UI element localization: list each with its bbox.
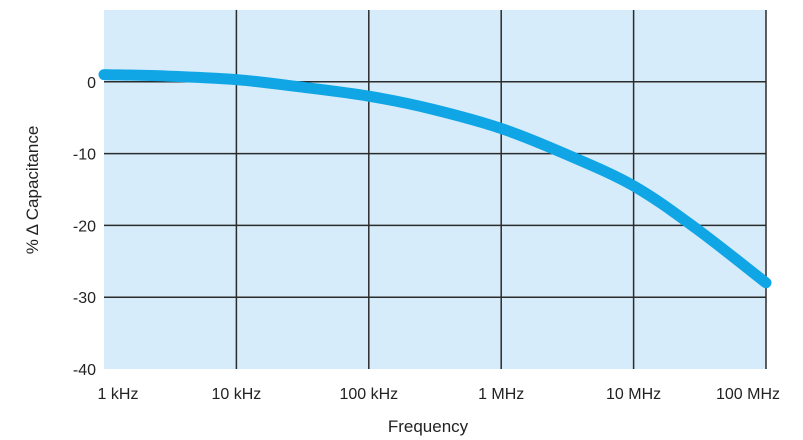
- y-axis-title: % Δ Capacitance: [23, 126, 42, 255]
- plot-area: [104, 10, 766, 369]
- x-tick-labels: 1 kHz 10 kHz 100 kHz 1 MHz 10 MHz 100 MHz: [98, 386, 780, 403]
- y-tick-label: -40: [73, 362, 96, 379]
- x-tick-label: 1 kHz: [98, 386, 139, 403]
- y-tick-labels: 0 -10 -20 -30 -40: [73, 75, 96, 379]
- x-tick-label: 100 kHz: [339, 386, 398, 403]
- x-axis-title: Frequency: [388, 417, 469, 436]
- x-tick-label: 10 MHz: [606, 386, 661, 403]
- x-tick-label: 100 MHz: [716, 386, 780, 403]
- capacitance-curve: [98, 69, 772, 289]
- y-tick-label: -10: [73, 147, 96, 164]
- y-tick-label: -30: [73, 290, 96, 307]
- x-tick-label: 1 MHz: [478, 386, 524, 403]
- y-tick-label: -20: [73, 218, 96, 235]
- y-tick-label: 0: [87, 75, 96, 92]
- x-tick-label: 10 kHz: [212, 386, 262, 403]
